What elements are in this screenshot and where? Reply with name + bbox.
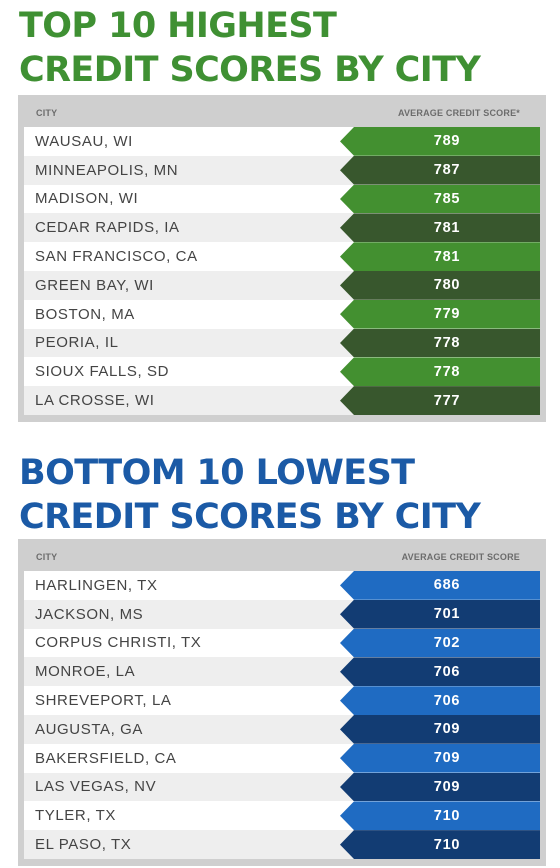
city-name: WAUSAU, WI bbox=[35, 132, 133, 150]
table-row: AUGUSTA, GA 709 bbox=[24, 714, 540, 744]
bottom-table-header: CITY AVERAGE CREDIT SCORE bbox=[24, 543, 540, 571]
credit-score-value: 780 bbox=[340, 270, 540, 300]
table-row: WAUSAU, WI 789 bbox=[24, 127, 540, 156]
city-name: PEORIA, IL bbox=[35, 334, 119, 352]
city-name: EL PASO, TX bbox=[35, 836, 132, 854]
city-name: AUGUSTA, GA bbox=[35, 720, 144, 738]
table-row: TYLER, TX 710 bbox=[24, 801, 540, 831]
top-table-header: CITY AVERAGE CREDIT SCORE* bbox=[24, 99, 540, 127]
top-title: TOP 10 HIGHEST CREDIT SCORES BY CITY bbox=[19, 4, 481, 92]
table-row: SHREVEPORT, LA 706 bbox=[24, 686, 540, 715]
city-name: GREEN BAY, WI bbox=[35, 276, 154, 294]
city-name: JACKSON, MS bbox=[35, 605, 144, 623]
credit-score-value: 701 bbox=[340, 599, 540, 629]
city-name: MINNEAPOLIS, MN bbox=[35, 161, 179, 179]
table-row: GREEN BAY, WI 780 bbox=[24, 270, 540, 300]
city-name: HARLINGEN, TX bbox=[35, 576, 158, 594]
table-row: MINNEAPOLIS, MN 787 bbox=[24, 155, 540, 185]
credit-score-value: 785 bbox=[340, 184, 540, 214]
credit-score-value: 710 bbox=[340, 830, 540, 859]
top-table: CITY AVERAGE CREDIT SCORE* WAUSAU, WI 789… bbox=[18, 95, 546, 422]
credit-score-value: 710 bbox=[340, 801, 540, 831]
city-name: MADISON, WI bbox=[35, 190, 139, 208]
table-row: LA CROSSE, WI 777 bbox=[24, 386, 540, 415]
top-table-rows: WAUSAU, WI 789 MINNEAPOLIS, MN 787 MADISON, … bbox=[24, 127, 540, 415]
top-header-score: AVERAGE CREDIT SCORE* bbox=[397, 108, 520, 118]
credit-score-value: 781 bbox=[340, 242, 540, 271]
table-row: BOSTON, MA 779 bbox=[24, 299, 540, 329]
top-title-line-2: CREDIT SCORES BY CITY bbox=[19, 50, 481, 90]
city-name: SHREVEPORT, LA bbox=[35, 692, 172, 710]
city-name: BAKERSFIELD, CA bbox=[35, 749, 177, 767]
credit-score-value: 702 bbox=[340, 628, 540, 658]
table-row: MONROE, LA 706 bbox=[24, 657, 540, 687]
table-row: PEORIA, IL 778 bbox=[24, 328, 540, 358]
table-row: CEDAR RAPIDS, IA 781 bbox=[24, 213, 540, 243]
table-row: SIOUX FALLS, SD 778 bbox=[24, 357, 540, 387]
top-header-city: CITY bbox=[36, 108, 58, 118]
credit-score-value: 778 bbox=[340, 357, 540, 387]
credit-score-value: 787 bbox=[340, 155, 540, 185]
bottom-title: BOTTOM 10 LOWEST CREDIT SCORES BY CITY bbox=[19, 451, 481, 539]
city-name: SAN FRANCISCO, CA bbox=[35, 248, 198, 266]
credit-score-value: 777 bbox=[340, 386, 540, 415]
table-row: SAN FRANCISCO, CA 781 bbox=[24, 242, 540, 271]
bottom-table: CITY AVERAGE CREDIT SCORE HARLINGEN, TX 6… bbox=[18, 539, 546, 866]
table-row: EL PASO, TX 710 bbox=[24, 830, 540, 859]
city-name: MONROE, LA bbox=[35, 663, 136, 681]
credit-score-value: 709 bbox=[340, 772, 540, 802]
table-row: JACKSON, MS 701 bbox=[24, 599, 540, 629]
table-row: HARLINGEN, TX 686 bbox=[24, 571, 540, 600]
credit-score-value: 789 bbox=[340, 127, 540, 156]
bottom-header-city: CITY bbox=[36, 552, 58, 562]
credit-score-value: 709 bbox=[340, 714, 540, 744]
city-name: CEDAR RAPIDS, IA bbox=[35, 219, 180, 237]
credit-score-value: 686 bbox=[340, 571, 540, 600]
credit-score-value: 706 bbox=[340, 686, 540, 715]
bottom-table-rows: HARLINGEN, TX 686 JACKSON, MS 701 CORPUS CHR… bbox=[24, 571, 540, 859]
table-row: BAKERSFIELD, CA 709 bbox=[24, 743, 540, 773]
city-name: BOSTON, MA bbox=[35, 305, 135, 323]
city-name: CORPUS CHRISTI, TX bbox=[35, 634, 202, 652]
table-row: MADISON, WI 785 bbox=[24, 184, 540, 214]
top-title-line-1: TOP 10 HIGHEST bbox=[19, 6, 337, 46]
table-row: CORPUS CHRISTI, TX 702 bbox=[24, 628, 540, 658]
bottom-header-score: AVERAGE CREDIT SCORE bbox=[401, 552, 520, 562]
credit-score-value: 709 bbox=[340, 743, 540, 773]
credit-score-value: 779 bbox=[340, 299, 540, 329]
city-name: TYLER, TX bbox=[35, 807, 116, 825]
city-name: LAS VEGAS, NV bbox=[35, 778, 157, 796]
bottom-title-line-1: BOTTOM 10 LOWEST bbox=[19, 453, 415, 493]
credit-score-value: 781 bbox=[340, 213, 540, 243]
bottom-title-line-2: CREDIT SCORES BY CITY bbox=[19, 497, 481, 537]
table-row: LAS VEGAS, NV 709 bbox=[24, 772, 540, 802]
credit-score-value: 706 bbox=[340, 657, 540, 687]
city-name: LA CROSSE, WI bbox=[35, 392, 155, 410]
city-name: SIOUX FALLS, SD bbox=[35, 363, 170, 381]
credit-score-value: 778 bbox=[340, 328, 540, 358]
